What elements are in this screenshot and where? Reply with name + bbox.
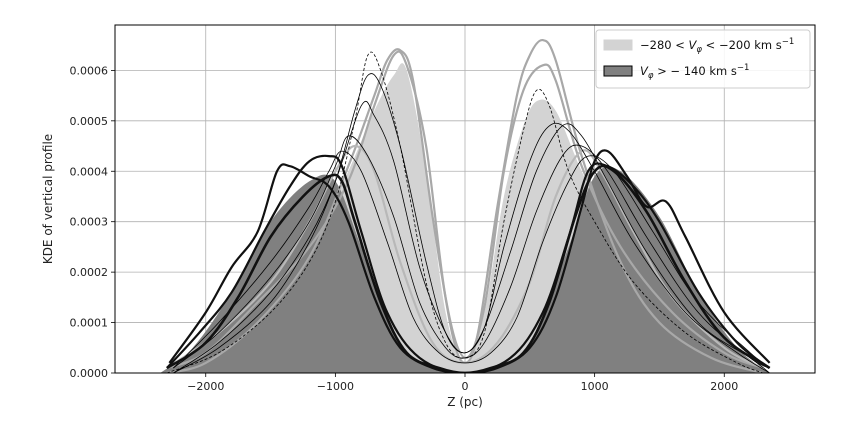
y-tick-label: 0.0000 <box>70 367 109 380</box>
kde-line-5 <box>173 100 770 373</box>
kde-line-7 <box>173 150 770 369</box>
y-tick-label: 0.0004 <box>70 165 109 178</box>
y-axis-ticks: 0.0000 0.0001 0.0002 0.0003 0.0004 0.0005 0.00… <box>70 64 115 380</box>
legend-swatch <box>603 65 633 77</box>
legend-label: −280 < Vφ < −200 km s−1 <box>640 37 794 55</box>
x-tick-label: −1000 <box>317 380 354 393</box>
y-axis-label: KDE of vertical profile <box>41 134 55 264</box>
y-tick-label: 0.0005 <box>70 115 109 128</box>
y-tick-label: 0.0006 <box>70 64 109 77</box>
y-tick-label: 0.0002 <box>70 266 109 279</box>
x-tick-label: 1000 <box>581 380 609 393</box>
y-tick-label: 0.0001 <box>70 317 109 330</box>
legend-swatch <box>603 39 633 51</box>
x-axis-ticks: −2000 −1000 0 1000 2000 <box>187 373 738 393</box>
kde-line-11 <box>166 164 771 373</box>
y-tick-label: 0.0003 <box>70 216 109 229</box>
legend-box <box>595 29 811 89</box>
x-tick-label: 0 <box>462 380 469 393</box>
kde-line-6 <box>173 135 770 369</box>
legend: −280 < Vφ < −200 km s−1 Vφ > − 140 km s−1 <box>595 29 811 89</box>
legend-label: Vφ > − 140 km s−1 <box>640 63 749 81</box>
x-axis-label: Z (pc) <box>447 395 483 409</box>
kde-line-4 <box>173 73 770 373</box>
x-tick-label: 2000 <box>710 380 738 393</box>
x-tick-label: −2000 <box>187 380 224 393</box>
